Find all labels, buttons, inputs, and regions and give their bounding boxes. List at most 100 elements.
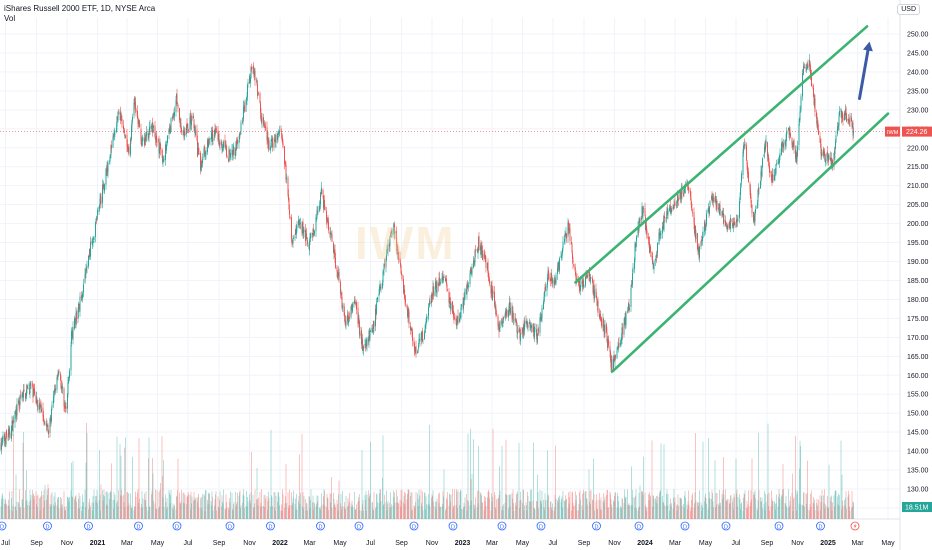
volume-bar (330, 502, 331, 519)
volume-bar (244, 508, 245, 519)
volume-bar (394, 502, 396, 519)
volume-bar (813, 503, 815, 519)
dividend-marker[interactable] (721, 521, 731, 531)
volume-bar (333, 492, 334, 519)
volume-bar (491, 493, 492, 519)
volume-bar (397, 502, 399, 519)
dividend-marker[interactable] (134, 521, 143, 531)
volume-bar (593, 494, 595, 519)
channel-upper-line[interactable] (574, 25, 869, 284)
volume-bar (688, 490, 689, 519)
dividend-marker[interactable] (592, 521, 601, 531)
candle-body (401, 274, 403, 280)
volume-indicator-label[interactable]: Vol (4, 14, 16, 23)
candle-body (740, 187, 741, 195)
candle-body (853, 130, 854, 134)
dividend-marker[interactable] (497, 521, 507, 531)
volume-bar (852, 506, 853, 519)
dividend-marker[interactable] (680, 521, 690, 531)
time-axis[interactable]: Jul Sep Nov 2021 Mar May Jul Sep Nov 2022 Mar May Ju… (1, 540, 895, 547)
volume-bar (613, 500, 614, 519)
dividend-marker[interactable] (84, 521, 93, 531)
dividend-marker[interactable] (266, 521, 275, 531)
volume-bar (382, 435, 384, 519)
candle-body (326, 210, 327, 221)
dividend-marker[interactable] (448, 521, 458, 531)
candle-body (107, 162, 109, 173)
candle-body (709, 201, 711, 206)
dividend-marker[interactable] (225, 521, 235, 531)
volume-bar (823, 495, 824, 519)
candle-body (289, 216, 291, 219)
forecast-arrow-head[interactable] (863, 41, 873, 52)
candle-body (133, 102, 135, 116)
channel-lower-line[interactable] (611, 112, 890, 373)
volume-bar (274, 507, 275, 519)
volume-bar (845, 491, 847, 519)
volume-bar (670, 505, 672, 519)
forecast-arrow-shaft[interactable] (858, 48, 870, 100)
candle-body (546, 284, 548, 292)
volume-bar (733, 493, 735, 519)
volume-bar (435, 509, 437, 519)
volume-bar (361, 510, 362, 519)
dividend-marker[interactable] (354, 521, 364, 531)
volume-bar (229, 498, 230, 519)
dividend-marker[interactable] (409, 521, 419, 531)
volume-bar (288, 508, 289, 519)
candle-body (39, 402, 41, 405)
candle-body (485, 255, 486, 263)
candle-body (512, 311, 514, 319)
dividend-marker[interactable] (634, 521, 644, 531)
candle-body (431, 294, 432, 304)
candle-body (49, 417, 51, 433)
candle-body (548, 270, 549, 276)
candle-body (817, 123, 819, 130)
dividend-marker-label: D (683, 524, 687, 530)
price-axis[interactable]: 125.00130.00135.00140.00145.00150.00155.… (885, 32, 932, 513)
dividend-marker[interactable] (43, 521, 52, 531)
dividend-marker-label: D (724, 524, 728, 530)
volume-bar (18, 502, 19, 519)
candle-body (71, 331, 72, 344)
volume-bar (162, 475, 163, 519)
candle-body (442, 275, 444, 281)
candle-body (309, 240, 310, 251)
volume-bar (64, 510, 66, 519)
candle-body (20, 395, 21, 397)
candle-body (583, 285, 585, 287)
currency-label[interactable]: USD (897, 4, 920, 15)
dividend-marker[interactable] (172, 521, 182, 531)
volume-bar (530, 489, 531, 519)
volume-bar (481, 502, 483, 519)
candle-body (737, 219, 739, 221)
volume-bar (574, 505, 576, 519)
volume-bar (77, 508, 79, 519)
candle-body (614, 356, 616, 362)
dividend-marker[interactable] (774, 521, 784, 531)
volume-bar (217, 496, 219, 519)
volume-bar (382, 477, 383, 519)
volume-bar (571, 492, 573, 519)
dividend-marker[interactable] (536, 521, 546, 531)
volume-bar (186, 497, 188, 519)
candle-body (835, 141, 836, 149)
volume-bar (477, 503, 479, 519)
volume-bar (446, 499, 448, 519)
volume-bar (43, 490, 45, 519)
volume-bar (656, 503, 658, 519)
dividend-marker[interactable] (316, 521, 325, 531)
volume-bar (547, 450, 548, 519)
candle-body (688, 186, 689, 190)
volume-bar (677, 494, 679, 519)
candle-body (355, 303, 356, 305)
volume-bar (698, 505, 699, 519)
candle-body (804, 66, 805, 68)
volume-bar (776, 494, 777, 519)
dividend-marker-label: D (539, 524, 543, 530)
volume-bar (816, 503, 817, 519)
volume-bar (50, 494, 52, 519)
dividend-marker[interactable] (0, 521, 7, 531)
dividend-marker[interactable] (816, 521, 825, 531)
